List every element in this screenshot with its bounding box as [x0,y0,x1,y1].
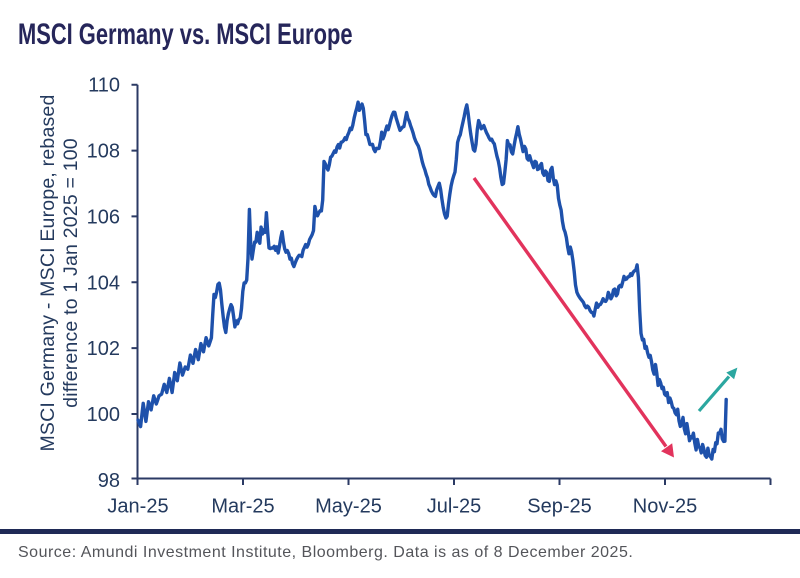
svg-text:Nov-25: Nov-25 [633,496,697,518]
svg-text:100: 100 [87,404,120,426]
svg-text:110: 110 [88,75,120,97]
svg-text:Jan-25: Jan-25 [107,496,168,518]
svg-text:MSCI Germany vs. MSCI Europe: MSCI Germany vs. MSCI Europe [18,17,352,51]
svg-text:Sep-25: Sep-25 [527,496,592,518]
svg-text:108: 108 [87,141,120,163]
svg-text:106: 106 [87,206,120,228]
svg-text:May-25: May-25 [315,496,382,518]
svg-text:MSCI Germany - MSCI Europe, re: MSCI Germany - MSCI Europe, rebased [37,94,59,451]
svg-text:98: 98 [98,470,120,492]
svg-text:Source: Amundi Investment Inst: Source: Amundi Investment Institute, Blo… [18,544,633,561]
svg-text:102: 102 [87,338,120,360]
svg-text:Jul-25: Jul-25 [427,496,481,518]
svg-text:Mar-25: Mar-25 [211,496,274,518]
svg-text:104: 104 [87,272,120,294]
svg-text:difference to 1 Jan 2025 = 100: difference to 1 Jan 2025 = 100 [60,138,82,408]
